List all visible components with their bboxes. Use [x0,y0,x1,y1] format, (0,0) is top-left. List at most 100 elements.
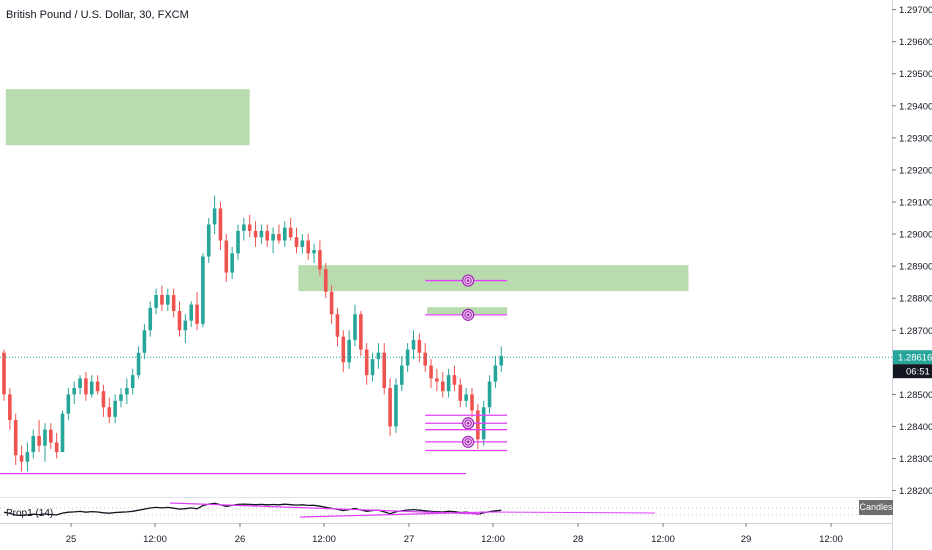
candle-body [341,336,346,363]
candle-body [119,394,123,401]
supply-zone-2 [298,265,689,292]
candle [493,355,498,388]
candle-body [417,339,422,353]
last-price-tag [893,350,932,365]
candle-body [259,230,264,238]
candle-body [95,381,100,392]
candle [259,224,264,244]
candle [440,371,445,398]
candle-body [347,339,351,363]
candle [160,285,164,312]
candle [394,378,398,433]
candle-body [8,394,12,421]
osc-trend-line-1 [169,502,481,515]
candle [66,387,71,421]
candle [89,375,94,398]
candle [318,240,322,276]
candle-body [382,352,387,388]
candle-body [19,455,24,462]
candle [230,246,234,279]
candle [382,343,387,395]
candle-body [265,230,270,241]
candle-body [31,436,36,453]
price-tick-label: 1.29600 [899,37,932,48]
candle-body [335,314,340,337]
candle-body [13,420,18,456]
candles-layer [2,195,504,472]
candle-body [359,314,363,350]
candle [206,218,211,263]
candle [452,365,457,392]
candle [277,224,281,244]
price-tick-label: 1.28700 [899,326,932,337]
candle-body [60,413,65,453]
candle [417,333,422,363]
candle-body [400,365,404,385]
price-tags: 1.28616 06:51 [893,350,932,379]
candle-body [142,330,147,353]
candle-body [318,250,322,270]
candle [423,343,427,372]
candle [347,330,351,369]
candle [300,234,305,254]
candle-body [101,391,106,408]
candle-body [125,387,129,395]
candle-body [177,311,182,331]
candle-body [493,365,498,382]
target-center-dot [466,440,470,444]
candle-body [288,227,293,238]
time-tick-label: 12:00 [819,534,843,545]
candle-body [37,436,41,446]
candle-body [306,240,310,254]
candle-body [25,452,30,462]
candle [177,301,182,337]
candle [224,234,229,283]
candle [323,262,328,299]
candle [31,429,36,459]
candle [13,413,18,465]
candle [470,387,474,417]
candles-mode-button[interactable]: Candles [859,500,893,515]
zones-layer [5,89,689,315]
candle-body [376,352,381,360]
candle [19,445,24,472]
candle-body [183,320,188,331]
candle-body [452,375,457,385]
osc-trend-line-2 [299,511,491,518]
candle [458,378,463,408]
candle-body [136,352,141,376]
price-axis[interactable]: 1.29700 1.29600 1.29500 1.29400 1.29300 1.292… [892,5,932,497]
time-tick-label: 26 [235,534,246,545]
target-marker-icon [462,435,475,448]
candle-body [353,314,357,340]
target-marker-icon [462,417,475,430]
target-center-dot [466,421,470,425]
candle [312,243,316,263]
candle-body [435,378,439,382]
candle [43,423,47,462]
candle [142,323,147,360]
target-center-dot [466,279,470,282]
last-price-tag-label: 1.28616 [898,353,932,364]
candle-body [84,378,88,395]
time-axis[interactable]: 25 12:00 26 12:00 27 12:00 28 12:00 29 12:00 [66,523,843,545]
candle-body [189,304,193,321]
candle-body [440,381,445,392]
candle [60,410,65,453]
candle [335,307,340,347]
candle [189,301,193,328]
candle [107,397,112,424]
candle [171,288,176,318]
candle [265,224,270,247]
candle-body [394,384,398,427]
target-middle-ring [464,311,472,319]
candle-body [294,237,299,247]
oscillator-label: Prop1 (14) [6,508,54,519]
candle [236,224,240,260]
candle-body [323,269,328,292]
candle [148,301,153,337]
candle [376,343,381,369]
osc-line [3,502,502,517]
